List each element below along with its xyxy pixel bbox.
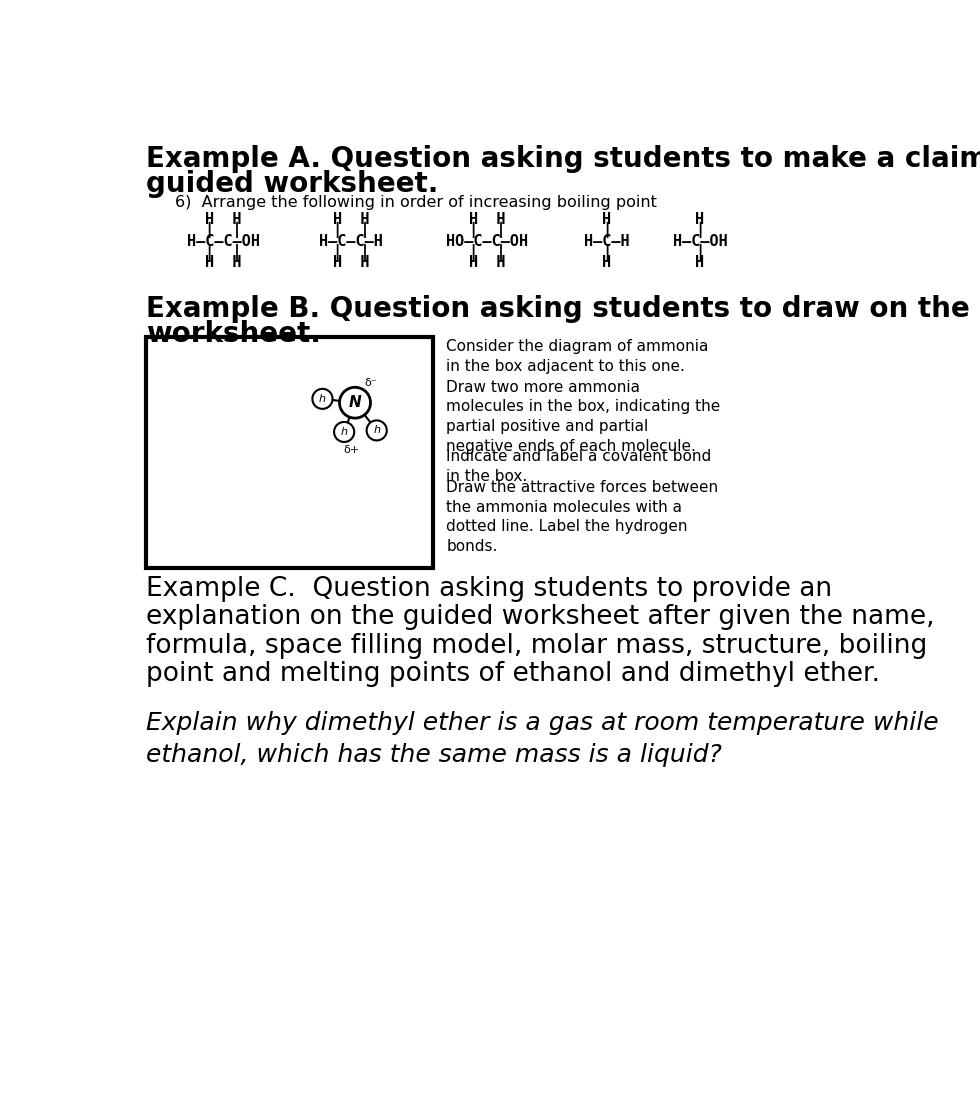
Text: |  |: | | <box>333 244 369 260</box>
Text: H: H <box>696 255 705 270</box>
Text: |  |: | | <box>205 222 241 239</box>
Text: |  |: | | <box>205 244 241 260</box>
Text: H  H: H H <box>468 255 505 270</box>
Text: N: N <box>349 395 362 411</box>
Text: Draw the attractive forces between
the ammonia molecules with a
dotted line. Lab: Draw the attractive forces between the a… <box>447 480 718 554</box>
Text: h: h <box>341 427 348 437</box>
Text: |: | <box>603 222 612 239</box>
Bar <box>146 337 432 568</box>
Text: |  |: | | <box>468 222 505 239</box>
Text: point and melting points of ethanol and dimethyl ether.: point and melting points of ethanol and … <box>146 662 880 687</box>
Text: H–C–C–H: H–C–C–H <box>319 233 383 249</box>
Text: Consider the diagram of ammonia
in the box adjacent to this one.: Consider the diagram of ammonia in the b… <box>447 339 709 374</box>
Text: Explain why dimethyl ether is a gas at room temperature while: Explain why dimethyl ether is a gas at r… <box>146 710 939 735</box>
Text: H–C–H: H–C–H <box>584 233 630 249</box>
Text: Example C.  Question asking students to provide an: Example C. Question asking students to p… <box>146 576 832 602</box>
Text: HO–C–C–OH: HO–C–C–OH <box>446 233 528 249</box>
Text: H  H: H H <box>468 212 505 226</box>
Text: |  |: | | <box>333 222 369 239</box>
Text: h: h <box>373 425 380 435</box>
Text: H: H <box>696 212 705 226</box>
Text: H–C–C–OH: H–C–C–OH <box>187 233 260 249</box>
Text: δ+: δ+ <box>343 445 360 455</box>
Text: H: H <box>603 255 612 270</box>
Text: |: | <box>696 222 705 239</box>
Text: H  H: H H <box>333 255 369 270</box>
Text: H–C–OH: H–C–OH <box>672 233 727 249</box>
Text: worksheet.: worksheet. <box>146 321 320 349</box>
Text: H  H: H H <box>333 212 369 226</box>
Circle shape <box>339 387 370 418</box>
Text: Indicate and label a covalent bond
in the box.: Indicate and label a covalent bond in th… <box>447 448 711 484</box>
Text: |: | <box>696 244 705 260</box>
Text: Example A. Question asking students to make a claim on the: Example A. Question asking students to m… <box>146 144 980 173</box>
Text: δ⁻: δ⁻ <box>365 377 377 387</box>
Text: 6)  Arrange the following in order of increasing boiling point: 6) Arrange the following in order of inc… <box>175 194 657 210</box>
Text: H  H: H H <box>205 255 241 270</box>
Circle shape <box>313 388 332 408</box>
Text: H  H: H H <box>205 212 241 226</box>
Text: Draw two more ammonia
molecules in the box, indicating the
partial positive and : Draw two more ammonia molecules in the b… <box>447 380 720 454</box>
Text: |  |: | | <box>468 244 505 260</box>
Text: formula, space filling model, molar mass, structure, boiling: formula, space filling model, molar mass… <box>146 633 927 659</box>
Text: |: | <box>603 244 612 260</box>
Text: h: h <box>318 394 326 404</box>
Circle shape <box>367 421 387 441</box>
Text: H: H <box>603 212 612 226</box>
Text: ethanol, which has the same mass is a liquid?: ethanol, which has the same mass is a li… <box>146 743 721 767</box>
Text: Example B. Question asking students to draw on the guided: Example B. Question asking students to d… <box>146 295 980 323</box>
Text: explanation on the guided worksheet after given the name,: explanation on the guided worksheet afte… <box>146 605 934 630</box>
Circle shape <box>334 422 354 442</box>
Text: guided worksheet.: guided worksheet. <box>146 170 438 199</box>
